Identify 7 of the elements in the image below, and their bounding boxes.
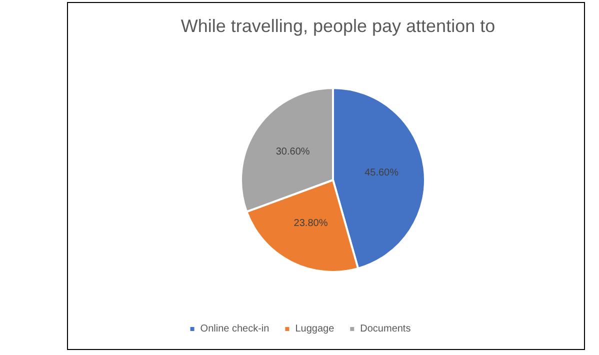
legend-label: Luggage: [295, 324, 335, 334]
legend-label: Documents: [360, 324, 411, 334]
data-label: 23.80%: [294, 218, 328, 230]
chart-title: While travelling, people pay attention to: [180, 16, 496, 36]
data-label: 30.60%: [276, 146, 310, 158]
data-label: 45.60%: [364, 168, 399, 179]
legend-label: Online check-in: [200, 324, 270, 334]
